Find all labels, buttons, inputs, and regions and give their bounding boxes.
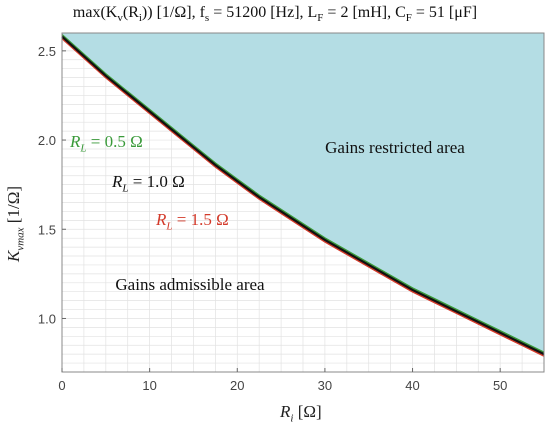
x-tick-label: 10 xyxy=(142,378,156,393)
tick-labels: 0 10 20 30 40 50 1.0 1.5 2.0 2.5 xyxy=(38,44,507,393)
restricted-area-label: Gains restricted area xyxy=(325,138,465,157)
y-tick-label: 2.0 xyxy=(38,133,56,148)
x-tick-label: 40 xyxy=(405,378,419,393)
series-line-r-l-0-5- xyxy=(61,34,545,354)
legend-rl-0-5: RL = 0.5 Ω xyxy=(70,132,143,155)
x-tick-label: 30 xyxy=(318,378,332,393)
series-line-r-l-1-5- xyxy=(61,37,545,357)
y-tick-label: 1.5 xyxy=(38,222,56,237)
admissible-area-label: Gains admissible area xyxy=(115,275,265,294)
series-layer xyxy=(61,34,545,357)
y-tick-label: 2.5 xyxy=(38,44,56,59)
x-axis-label: Ri [Ω] xyxy=(280,402,322,425)
x-tick-label: 20 xyxy=(230,378,244,393)
restricted-area-fill xyxy=(62,33,544,353)
y-axis-label: Kvmax [1/Ω] xyxy=(4,186,27,262)
plot-frame xyxy=(61,32,545,373)
x-tick-label: 0 xyxy=(58,378,65,393)
legend-rl-1-0: RL = 1.0 Ω xyxy=(112,172,185,195)
y-tick-label: 1.0 xyxy=(38,311,56,326)
chart-title: max(Kv(Ri)) [1/Ω], fs = 51200 [Hz], LF =… xyxy=(72,4,478,25)
series-line-r-l-1-0- xyxy=(61,35,545,356)
x-tick-label: 50 xyxy=(493,378,507,393)
legend-rl-1-5: RL = 1.5 Ω xyxy=(156,210,229,233)
